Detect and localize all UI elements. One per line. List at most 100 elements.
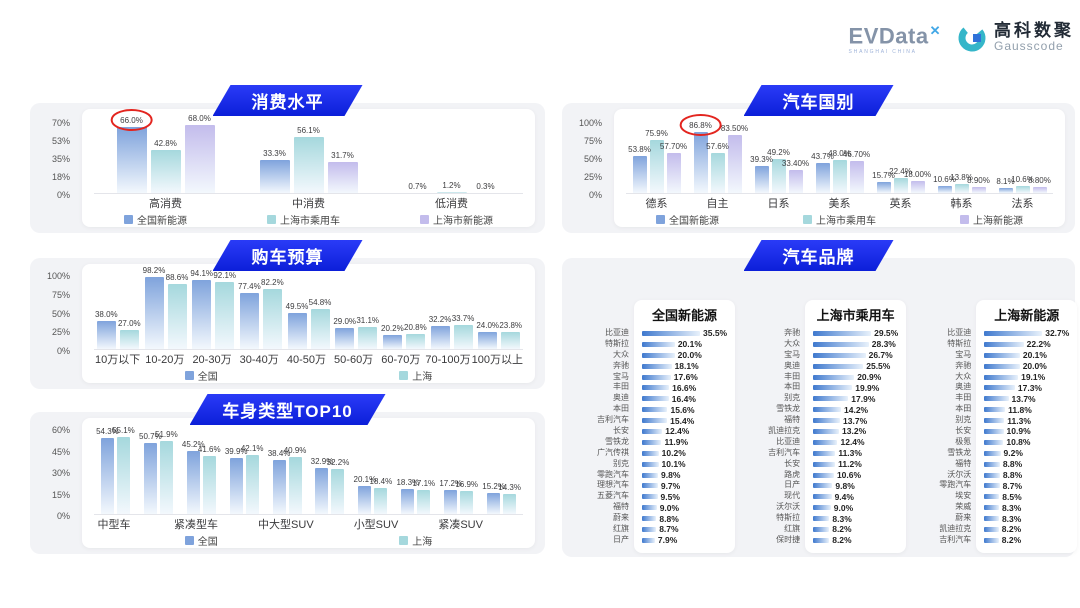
bar-group: 18.3% 17.1% <box>394 430 437 515</box>
brand-name-label: 特斯拉 <box>947 338 972 348</box>
brand-name-label: 雪铁龙 <box>605 436 629 446</box>
legend-item-全国新能源[interactable]: 全国新能源 <box>656 212 719 227</box>
brand-value-label: 20.0% <box>1022 361 1047 372</box>
brand-card: 上海市乘用车 29.5% 28.3% 26.7% 25.5% 20.9% 19.9% 17.9… <box>805 300 907 553</box>
bar-上海: 31.1% <box>356 316 379 350</box>
bar-value-label: 83.50% <box>720 123 749 133</box>
brand-bar <box>813 516 830 522</box>
y-tick-label: 50% <box>583 154 602 164</box>
x-category-label: 德系 <box>645 198 668 211</box>
legend-swatch-icon <box>656 214 665 224</box>
bar-group: 0.7% 1.2% 0.3% <box>380 123 523 194</box>
legend-item-上海市新能源[interactable]: 上海市新能源 <box>420 212 493 227</box>
brand-value-label: 20.0% <box>677 350 702 361</box>
brand-name-label: 别克 <box>955 415 972 425</box>
bar-value-label: 0.3% <box>476 182 495 192</box>
legend-label: 上海 <box>412 536 433 548</box>
x-category-label: 50-60万 <box>334 354 374 367</box>
bar-value-label: 18.3% <box>396 477 420 487</box>
legend-swatch-icon <box>184 535 194 545</box>
brand-value-label: 8.2% <box>832 535 852 546</box>
brand-name-label: 蔚来 <box>955 513 972 523</box>
legend-item-上海[interactable]: 上海 <box>399 533 432 548</box>
brand-bar <box>984 418 1005 424</box>
brand-value-label: 17.6% <box>673 372 698 382</box>
bar-value-label: 22.4% <box>889 166 912 176</box>
brand-name-label: 蔚来 <box>613 513 629 523</box>
legend: 全国 上海 <box>94 367 523 383</box>
legend-swatch-icon <box>960 214 969 224</box>
brand-bar <box>642 418 668 424</box>
brand-name-label: 比亚迪 <box>776 436 801 446</box>
brand-value-label: 15.4% <box>670 415 695 426</box>
y-tick-label: 18% <box>51 172 70 182</box>
bar-group: 86.8% 57.6% 83.50% <box>679 114 749 194</box>
bar-value-label: 54.3% <box>96 427 119 437</box>
brand-name-label: 日产 <box>613 534 629 544</box>
brand-row: 11.3% <box>984 415 1069 426</box>
brand-name-label: 奥迪 <box>784 360 801 370</box>
brand-row: 8.5% <box>984 491 1069 502</box>
brand-bar <box>642 396 669 402</box>
legend-swatch-icon <box>267 214 276 224</box>
y-tick-label: 15% <box>51 489 70 500</box>
bar-全国新能源: 0.7% <box>402 182 433 194</box>
panel-body-type-top10: 车身类型TOP10 0% 15% 30% 45% 60% 54.3% 55.1% 50.7%… <box>30 412 545 554</box>
brand-name-label: 沃尔沃 <box>947 469 972 479</box>
bar-全国新能源: 8.1% <box>996 177 1015 194</box>
brand-card: 全国新能源 35.5% 20.1% 20.0% 18.1% 17.6% 16.6% 16.4%… <box>634 300 736 553</box>
legend-item-上海市乘用车[interactable]: 上海市乘用车 <box>267 212 340 227</box>
brand-row: 12.4% <box>813 437 898 448</box>
brand-bar <box>984 461 1000 467</box>
legend-swatch-icon <box>399 535 409 545</box>
bar-value-label: 77.4% <box>238 281 261 291</box>
bar-value-label: 13.8% <box>950 172 973 182</box>
bar-value-label: 82.2% <box>261 278 284 288</box>
brand-row: 13.2% <box>813 426 898 437</box>
brand-name-label: 宝马 <box>784 349 801 359</box>
bar-value-label: 51.9% <box>155 430 178 440</box>
y-axis: 0% 15% 30% 45% 60% <box>32 425 76 521</box>
brand-bar <box>813 352 866 358</box>
bar-全国新能源: 53.8% <box>628 145 651 194</box>
brand-row: 8.8% <box>984 459 1069 470</box>
brand-list-title: 上海市乘用车 <box>816 308 895 323</box>
legend-item-上海市乘用车[interactable]: 上海市乘用车 <box>803 212 876 227</box>
bar-group: 53.8% 75.9% 57.70% <box>626 123 687 194</box>
chart-card: 66.0% 42.8% 68.0% 33.3% 56.1% 31.7% 0.7% 1.2% 0.… <box>82 109 535 227</box>
brand-bar <box>813 396 849 402</box>
legend-item-全国[interactable]: 全国 <box>184 533 218 548</box>
legend-item-上海新能源[interactable]: 上海新能源 <box>960 212 1023 227</box>
brand-bar <box>984 428 1004 434</box>
panel-consumption-level: 消费水平 0% 18% 35% 53% 70% 66.0% 42.8% 68.0% 33.3%… <box>30 103 545 233</box>
bar-group: 32.9% 32.2% <box>309 430 352 515</box>
brand-row: 8.3% <box>813 513 898 524</box>
brand-bar <box>984 526 999 532</box>
brand-bar <box>813 494 832 500</box>
bar-value-label: 41.6% <box>197 444 221 454</box>
legend-item-上海[interactable]: 上海 <box>399 368 432 383</box>
brand-row: 17.6% <box>642 372 727 383</box>
bar-value-label: 33.7% <box>451 313 475 323</box>
brand-row: 8.2% <box>984 535 1069 546</box>
bar-全国新能源: 10.6% <box>933 175 956 194</box>
bar-group: 24.0% 23.8% <box>475 276 523 350</box>
bar-value-label: 17.1% <box>412 479 436 489</box>
evdata-logo-subtitle: SHANGHAI CHINA <box>848 49 917 56</box>
y-tick-label: 30% <box>51 468 70 478</box>
legend-item-全国新能源[interactable]: 全国新能源 <box>124 212 187 227</box>
y-tick-label: 75% <box>583 136 602 146</box>
brand-row: 11.3% <box>813 448 898 459</box>
evdata-logo: EVData✕ SHANGHAI CHINA <box>849 20 941 55</box>
brand-value-label: 8.8% <box>1002 459 1023 470</box>
brand-name-label: 凯迪拉克 <box>939 524 972 534</box>
legend-item-全国[interactable]: 全国 <box>184 368 218 383</box>
legend: 全国新能源 上海市乘用车 上海新能源 <box>626 211 1053 227</box>
bar-group: 45.2% 41.6% <box>180 430 223 515</box>
x-category-label: 70-100万 <box>425 354 471 367</box>
brand-row: 32.7% <box>984 328 1069 339</box>
bar-上海市乘用车: 42.8% <box>150 139 181 194</box>
y-tick-label: 0% <box>56 511 70 521</box>
brand-bar <box>984 374 1019 380</box>
legend-label: 上海市乘用车 <box>816 215 876 227</box>
